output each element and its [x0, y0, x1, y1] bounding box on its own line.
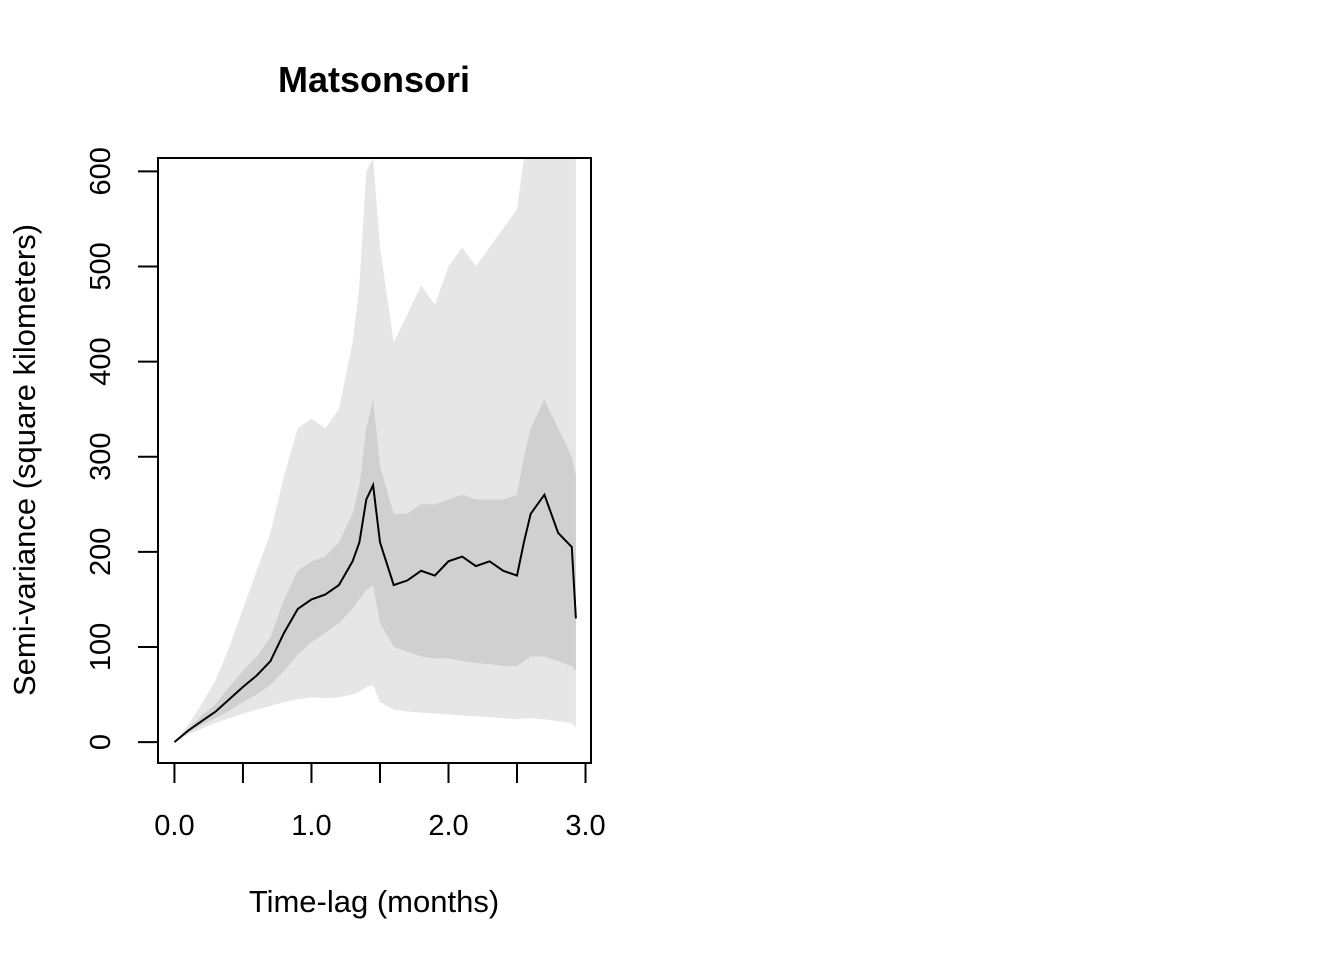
y-tick-label: 200	[85, 528, 117, 576]
y-tick-label: 400	[85, 337, 117, 385]
y-tick-label: 300	[85, 433, 117, 481]
y-axis: 0 100 200 300 400 500 600	[85, 147, 159, 750]
x-tick-label: 1.0	[291, 810, 331, 842]
x-tick-label: 3.0	[565, 810, 605, 842]
inner-confidence-band	[174, 399, 576, 743]
y-tick-label: 500	[85, 242, 117, 290]
y-tick-label: 0	[85, 734, 117, 750]
confidence-bands	[174, 158, 576, 743]
y-axis-label: Semi-variance (square kilometers)	[7, 224, 42, 696]
semi-variance-line	[173, 481, 577, 743]
series-line-group	[173, 481, 577, 743]
y-tick-label: 100	[85, 623, 117, 671]
x-axis-label: Time-lag (months)	[249, 884, 499, 919]
y-tick-label: 600	[85, 147, 117, 195]
x-tick-label: 0.0	[154, 810, 194, 842]
chart-title: Matsonsori	[278, 59, 470, 100]
x-tick-label: 2.0	[428, 810, 468, 842]
x-axis: 0.0 1.0 2.0 3.0	[154, 762, 606, 842]
